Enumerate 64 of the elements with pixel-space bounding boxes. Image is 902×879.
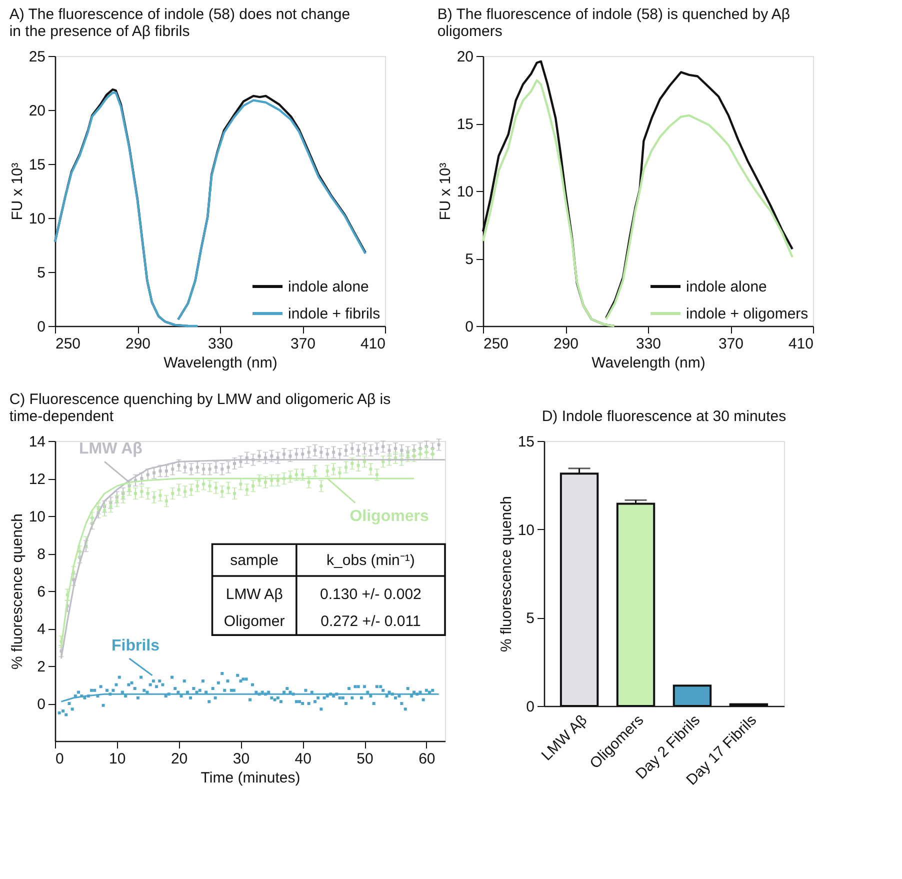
x-axis-title: Time (minutes) [200, 770, 300, 786]
x-tick-label: 250 [56, 336, 81, 352]
y-tick-label: 10 [28, 508, 46, 526]
y-tick-label: 0 [526, 698, 534, 716]
y-axis-title: % fluorescence quench [8, 514, 26, 670]
y-tick-label: 5 [37, 264, 46, 282]
x-tick-label: 370 [718, 336, 744, 352]
y-tick-label: 15 [456, 116, 474, 133]
y-tick-label: 15 [28, 156, 46, 174]
legend-label: indole alone [288, 278, 369, 296]
y-tick-label: 10 [518, 522, 534, 539]
legend-label: indole + oligomers [686, 306, 808, 322]
x-tick-label: 370 [290, 336, 316, 352]
x-tick-label: 330 [208, 336, 234, 352]
annotation: Oligomers [350, 508, 429, 525]
y-tick-label: 20 [28, 102, 46, 120]
annotation: 0.130 +/- 0.002 [320, 586, 422, 603]
annotation: Fibrils [111, 637, 160, 654]
annotation: 0.272 +/- 0.011 [320, 613, 421, 630]
y-tick-label: 12 [28, 471, 46, 488]
y-axis-title: FU x 10³ [8, 162, 26, 220]
y-tick-label: 8 [37, 546, 46, 563]
x-tick-label: 330 [636, 336, 662, 352]
legend-label: indole alone [686, 278, 767, 296]
y-tick-label: 0 [37, 696, 46, 713]
annotation: sample [230, 552, 279, 570]
annotation: LMW Aβ [226, 586, 284, 603]
annotation: Oligomer [224, 613, 285, 630]
y-tick-label: 20 [456, 48, 474, 66]
y-tick-label: 25 [28, 48, 46, 66]
y-tick-label: 15 [518, 434, 534, 450]
y-tick-label: 4 [37, 621, 46, 638]
x-tick-label: 30 [232, 750, 250, 768]
x-tick-label: 410 [788, 336, 814, 352]
x-axis-title: Wavelength (nm) [592, 354, 706, 372]
x-tick-label: 0 [56, 750, 64, 768]
x-tick-label: 250 [484, 336, 509, 352]
y-tick-label: 10 [28, 210, 46, 228]
y-tick-label: 5 [465, 251, 474, 268]
x-tick-label: 60 [418, 750, 436, 768]
y-tick-label: 5 [526, 610, 534, 628]
y-axis-title: FU x 10³ [436, 162, 454, 220]
chart-title: C) Fluorescence quenching by LMW and oligomeric Aβ is time-dependent [9, 391, 391, 425]
chart-title: D) Indole fluorescence at 30 minutes [542, 408, 786, 425]
y-tick-label: 14 [28, 434, 46, 450]
y-tick-label: 0 [37, 318, 46, 336]
y-tick-label: 0 [465, 318, 474, 336]
chart-title: B) The fluorescence of indole (58) is quenched by Aβ oligomers [437, 6, 790, 40]
x-tick-label: 10 [109, 750, 126, 768]
legend-label: indole + fibrils [288, 306, 380, 322]
y-axis-title: % fluorescence quench [498, 496, 515, 652]
x-tick-label: 410 [360, 336, 386, 352]
x-tick-label: 20 [170, 750, 188, 768]
y-tick-label: 10 [456, 184, 474, 200]
x-tick-label: 50 [356, 750, 374, 768]
x-tick-label: 290 [553, 336, 579, 352]
y-tick-label: 6 [37, 584, 46, 600]
annotation: k_obs (min⁻¹) [326, 552, 415, 570]
chart-title: A) The fluorescence of indole (58) does not change in the presence of Aβ fibrils [9, 6, 350, 40]
x-tick-label: 40 [294, 750, 312, 768]
y-tick-label: 2 [37, 658, 46, 676]
annotation: LMW Aβ [79, 440, 143, 458]
x-axis-title: Wavelength (nm) [164, 354, 278, 372]
x-tick-label: 290 [125, 336, 151, 352]
